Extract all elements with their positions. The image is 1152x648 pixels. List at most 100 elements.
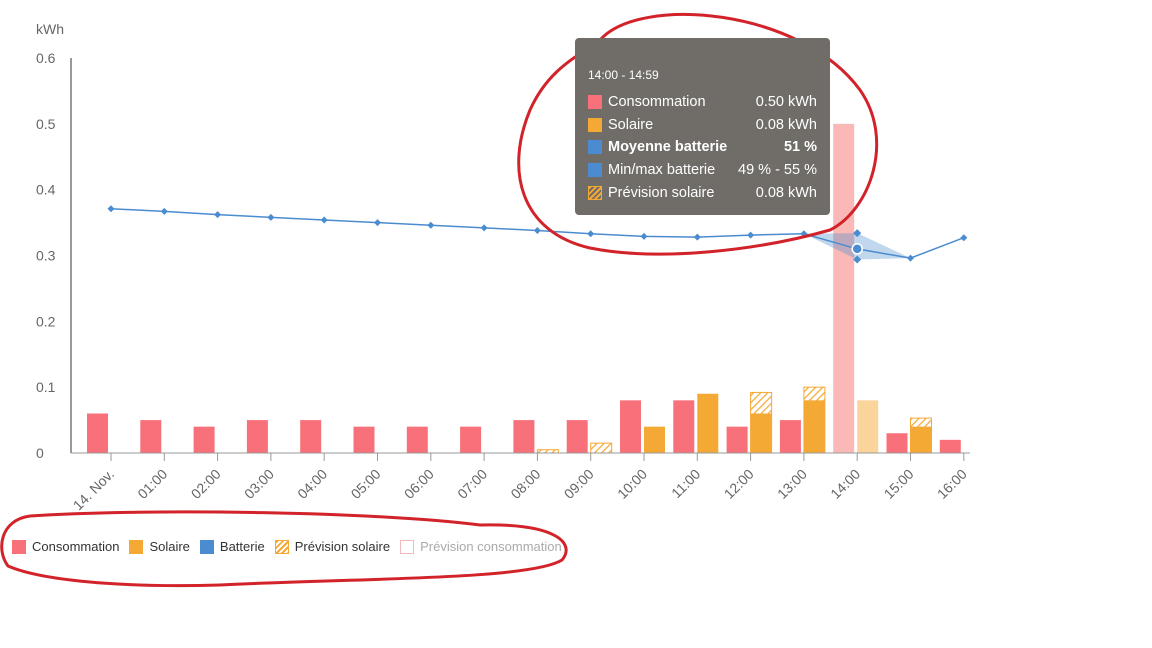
battery-range-marker [853, 255, 862, 264]
consommation-bar [87, 413, 108, 453]
battery-point [533, 226, 541, 234]
tooltip-value: 49 % - 55 % [738, 162, 817, 179]
consommation-bar [353, 426, 375, 453]
x-tick-label: 01:00 [134, 466, 170, 502]
legend-label: Prévision consommation [420, 539, 562, 554]
battery-point [747, 231, 755, 239]
legend-swatch [274, 539, 289, 554]
consommation-bar [193, 426, 215, 453]
chart-legend: Consommation Solaire Batterie Prévision sol… [12, 539, 572, 554]
tooltip-row: Prévision solaire 0.08 kWh [588, 181, 817, 204]
tooltip-label: Consommation [608, 94, 706, 111]
x-tick-label: 16:00 [934, 466, 970, 502]
battery-point [320, 216, 328, 224]
solaire-bar [644, 426, 665, 453]
legend-item[interactable]: Consommation [12, 539, 119, 554]
consommation-bar [620, 400, 641, 453]
x-tick-label: 15:00 [881, 466, 917, 502]
battery-range-marker [853, 229, 862, 238]
solaire-bar [857, 400, 879, 453]
hover-tooltip: 14:00 - 14:59 Consommation 0.50 kWh Solair… [575, 38, 830, 215]
prevision-solaire-bar [590, 442, 613, 454]
tooltip-label: Prévision solaire [608, 184, 715, 201]
consommation-bar [566, 420, 588, 453]
x-tick-label: 11:00 [668, 466, 704, 502]
battery-point [960, 234, 968, 242]
consommation-bar [513, 420, 535, 453]
tooltip-swatch [588, 140, 602, 155]
x-tick-label: 13:00 [774, 466, 810, 502]
consommation-bar [673, 400, 695, 453]
battery-point [374, 219, 381, 227]
x-tick-label: 08:00 [507, 466, 543, 502]
y-tick-label: 0.2 [36, 313, 56, 329]
consommation-bar [246, 420, 268, 453]
solaire-bar [803, 400, 825, 453]
legend-swatch [12, 539, 26, 554]
legend-item[interactable]: Batterie [199, 539, 265, 554]
y-tick-label: 0.1 [36, 379, 56, 395]
consommation-bar [726, 426, 748, 453]
tooltip-label: Moyenne batterie [608, 139, 728, 156]
battery-point [480, 224, 488, 232]
legend-label: Consommation [32, 539, 120, 554]
tooltip-row: Moyenne batterie 51 % [588, 136, 817, 159]
consommation-bar [833, 123, 855, 453]
legend-swatch [400, 539, 415, 554]
battery-point-highlight [851, 243, 863, 255]
legend-label: Prévision solaire [294, 539, 391, 554]
consommation-bar [460, 426, 482, 453]
tooltip-value: 51 % [783, 139, 817, 156]
battery-point [640, 232, 648, 240]
red-annotation-circle-legend [0, 510, 568, 588]
tooltip-value: 0.50 kWh [755, 94, 817, 111]
tooltip-row: Consommation 0.50 kWh [588, 91, 817, 114]
battery-point [587, 230, 595, 238]
tooltip-value: 0.08 kWh [755, 116, 817, 133]
x-tick-label: 14:00 [827, 466, 863, 502]
legend-item[interactable]: Prévision solaire [274, 539, 391, 554]
legend-item[interactable]: Solaire [129, 539, 190, 554]
battery-point [214, 211, 222, 219]
x-tick-label: 03:00 [241, 466, 277, 502]
battery-point [107, 205, 115, 213]
red-annotation-circle-tooltip [517, 12, 879, 256]
battery-point [907, 254, 914, 262]
legend-swatch [129, 539, 144, 554]
y-tick-label: 0.3 [36, 248, 56, 264]
x-tick-label: 12:00 [721, 466, 757, 502]
legend-swatch [199, 539, 214, 554]
y-tick-label: 0 [36, 445, 44, 461]
tooltip-row: Min/max batterie 49 % - 55 % [588, 159, 817, 182]
legend-label: Batterie [219, 539, 265, 554]
tooltip-row: Solaire 0.08 kWh [588, 114, 817, 137]
solaire-bar [910, 426, 932, 453]
consommation-bar [300, 420, 322, 453]
legend-item[interactable]: Prévision consommation [400, 539, 562, 554]
battery-point [427, 221, 435, 229]
battery-point [267, 213, 275, 221]
tooltip-swatch [588, 95, 602, 110]
tooltip-swatch [588, 185, 602, 200]
y-tick-label: 0.5 [36, 116, 56, 132]
tooltip-swatch [588, 117, 602, 132]
tooltip-label: Solaire [608, 116, 654, 133]
y-tick-label: 0.6 [36, 50, 56, 66]
x-tick-label: 06:00 [401, 466, 437, 502]
x-tick-label: 10:00 [614, 466, 650, 502]
solaire-bar [750, 413, 772, 453]
legend-label: Solaire [149, 539, 190, 554]
y-axis-unit-label: kWh [36, 21, 64, 37]
x-tick-label: 02:00 [188, 466, 224, 502]
consommation-bar [140, 420, 162, 453]
tooltip-value: 0.08 kWh [755, 184, 817, 201]
tooltip-swatch [588, 163, 602, 178]
consommation-bar [939, 439, 961, 453]
consommation-bar [779, 420, 801, 453]
tooltip-time-range: 14:00 - 14:59 [588, 68, 659, 82]
x-tick-label: 07:00 [454, 466, 490, 502]
battery-point [160, 207, 168, 215]
solaire-bar [697, 393, 719, 453]
y-tick-label: 0.4 [36, 182, 56, 198]
